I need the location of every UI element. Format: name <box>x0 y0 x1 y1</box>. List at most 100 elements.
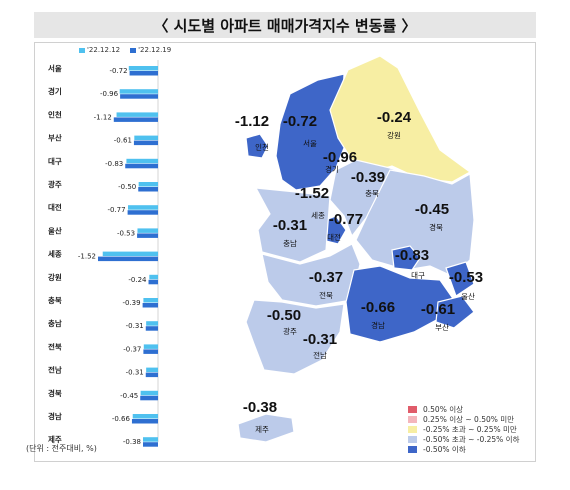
bar-category-label: 전남 <box>48 365 62 375</box>
map-region-value: -0.77 <box>329 211 363 228</box>
map-region-name: 부산 <box>435 322 449 332</box>
bar-category-label: 제주 <box>48 434 62 444</box>
map-legend-swatch <box>408 436 417 444</box>
map-legend-label: -0.50% 초과 ~ -0.25% 이하 <box>423 435 520 445</box>
bar-curr <box>113 117 158 122</box>
map-region-name: 경북 <box>429 222 443 232</box>
map-region-name: 세종 <box>311 211 325 220</box>
map-region-name: 울산 <box>461 291 475 301</box>
map-region-value: -0.72 <box>283 113 317 130</box>
map-region <box>254 187 331 263</box>
bar-curr <box>129 71 158 76</box>
bar-data-label: -0.72 <box>109 67 127 75</box>
bar-prev <box>128 66 158 71</box>
map-region-value: -0.38 <box>243 399 277 416</box>
map-region <box>445 261 475 297</box>
map-region-name: 제주 <box>255 425 269 434</box>
map-region-value: -1.52 <box>295 185 329 202</box>
map-region-value: -0.66 <box>361 299 395 316</box>
bar-data-label: -0.39 <box>122 299 140 307</box>
content-frame <box>34 42 536 462</box>
map-region-name: 대전 <box>327 232 341 242</box>
map-legend-swatch <box>408 415 417 423</box>
bar-prev <box>126 158 158 164</box>
bar-category-label: 경기 <box>48 86 62 96</box>
bar-category-label: 전북 <box>48 341 62 351</box>
bar-legend: '22.12.12 '22.12.19 <box>79 46 171 54</box>
bar-category-label: 울산 <box>48 225 62 235</box>
bar-data-label: -0.83 <box>105 160 123 168</box>
map-legend-swatch <box>408 446 417 454</box>
legend-label-prev: '22.12.12 <box>87 46 121 54</box>
bar-category-label: 대전 <box>48 202 62 212</box>
map-region-name: 경기 <box>325 164 339 174</box>
legend-item-prev: '22.12.12 <box>79 46 120 54</box>
bar-chart-panel: '22.12.12 '22.12.19 <box>37 44 175 458</box>
map-region <box>245 299 345 375</box>
bar-curr <box>145 326 158 331</box>
map-region-value: -0.61 <box>421 301 455 318</box>
bar-category-label: 광주 <box>48 179 62 189</box>
map-region <box>435 295 475 329</box>
bar-curr <box>98 256 158 262</box>
map-legend-item: 0.50% 이상 <box>408 404 519 414</box>
map-region-name: 경남 <box>371 320 385 330</box>
bar-curr <box>138 187 158 192</box>
bar-prev <box>143 298 158 303</box>
bar-prev <box>149 274 158 280</box>
map-region-name: 인천 <box>255 142 269 152</box>
bar-curr <box>142 303 158 308</box>
bar-prev <box>116 112 158 117</box>
bar-data-label: -0.45 <box>120 392 138 400</box>
map-region <box>237 413 295 443</box>
bar-curr <box>125 163 158 169</box>
bar-prev <box>146 321 158 326</box>
map-legend-item: -0.25% 초과 ~ 0.25% 미만 <box>408 424 519 434</box>
map-legend-swatch <box>408 405 417 413</box>
map-region <box>275 73 349 191</box>
bar-curr <box>120 94 158 99</box>
map-region-name: 광주 <box>283 326 297 336</box>
bar-data-label: -0.53 <box>117 229 135 237</box>
map-legend-label: 0.25% 이상 ~ 0.50% 미만 <box>423 414 515 424</box>
map-region-value: -0.39 <box>351 169 385 186</box>
unit-note: (단위 : 전주대비, %) <box>26 444 97 453</box>
bar-prev <box>140 390 158 396</box>
bar-data-label: -1.12 <box>94 113 112 121</box>
map-legend-item: -0.50% 이하 <box>408 445 519 455</box>
map-region-value: -0.83 <box>395 247 429 264</box>
bar-data-label: -0.77 <box>107 206 125 214</box>
bar-curr <box>143 442 158 447</box>
bar-category-label: 충남 <box>48 318 62 328</box>
map-region-name: 대구 <box>411 271 425 280</box>
bar-curr <box>131 419 158 424</box>
bar-category-label: 경북 <box>48 388 62 398</box>
bar-category-label: 충북 <box>48 295 62 305</box>
map-region-name: 충북 <box>365 189 379 198</box>
bar-curr <box>137 233 158 238</box>
legend-label-curr: '22.12.19 <box>138 46 172 54</box>
bar-data-label: -0.96 <box>100 90 119 98</box>
bar-prev <box>134 135 158 141</box>
map-region-value: -1.12 <box>235 113 269 130</box>
map-legend: 0.50% 이상 0.25% 이상 ~ 0.50% 미만 -0.25% 초과 ~ 0… <box>408 404 519 455</box>
bar-curr <box>143 349 158 354</box>
bar-category-label: 경남 <box>48 411 62 421</box>
bar-prev <box>119 89 158 94</box>
map-region-name: 전남 <box>313 350 327 360</box>
map-region-value: -0.53 <box>449 269 483 286</box>
bar-data-label: -1.52 <box>78 253 96 261</box>
bar-category-label: 인천 <box>48 109 62 119</box>
bar-prev <box>138 182 158 187</box>
bar-data-label: -0.50 <box>118 183 136 191</box>
bar-data-label: -0.38 <box>123 438 141 446</box>
bar-curr <box>133 140 158 146</box>
map-region <box>245 133 269 159</box>
bar-prev <box>143 344 158 349</box>
bar-prev <box>146 367 158 373</box>
bar-data-label: -0.66 <box>112 415 131 423</box>
bar-prev <box>143 437 158 442</box>
map-legend-item: 0.25% 이상 ~ 0.50% 미만 <box>408 414 519 424</box>
bar-category-label: 대구 <box>48 156 62 166</box>
